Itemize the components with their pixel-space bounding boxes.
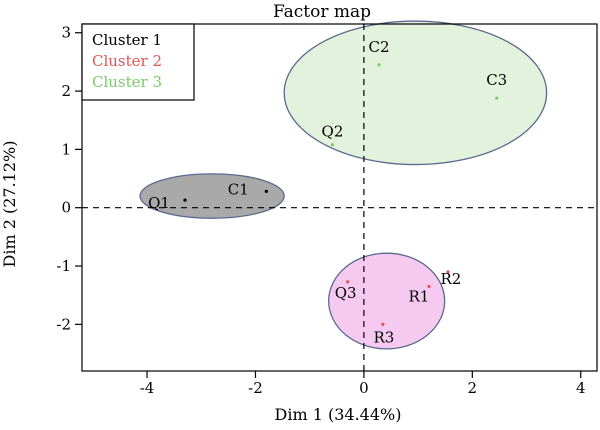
point-label-q2: Q2 — [322, 123, 344, 141]
legend-box — [81, 23, 195, 101]
point-label-r1: R1 — [409, 287, 430, 305]
point-c3 — [495, 96, 499, 100]
legend: Cluster 1 Cluster 2 Cluster 3 — [81, 23, 195, 101]
x-tick-label: -4 — [140, 379, 155, 397]
point-c1 — [264, 189, 268, 193]
y-tick-label: 1 — [61, 140, 71, 158]
cluster-ellipses — [139, 20, 548, 350]
point-label-q3: Q3 — [335, 284, 357, 302]
x-axis-label: Dim 1 (34.44%) — [275, 405, 402, 424]
point-r3 — [381, 322, 385, 326]
plot-frame — [81, 23, 598, 372]
y-tick-label: 3 — [61, 24, 71, 42]
y-tick-label: -2 — [56, 315, 71, 333]
y-tick-label: 2 — [61, 82, 71, 100]
point-label-c2: C2 — [369, 38, 390, 56]
y-tick-label: 0 — [61, 199, 71, 217]
point-q3 — [346, 280, 350, 284]
x-tick-label: 2 — [468, 379, 478, 397]
legend-entry-cluster-2: Cluster 2 — [92, 52, 162, 70]
x-tick-label: 0 — [359, 379, 369, 397]
point-label-r2: R2 — [440, 270, 461, 288]
chart-title: Factor map — [273, 2, 371, 22]
data-points: Q1 C1 C2 C3 Q2 Q3 R1 R2 R3 — [148, 38, 507, 347]
axis-ticks: -4 -2 0 2 4 -2 -1 0 1 2 3 — [56, 24, 585, 397]
y-axis-label: Dim 2 (27.12%) — [0, 141, 19, 268]
reference-lines — [82, 24, 597, 371]
point-q2 — [330, 143, 335, 147]
point-c2 — [377, 63, 381, 67]
point-r1 — [427, 284, 431, 289]
point-label-c3: C3 — [486, 71, 507, 89]
point-q1 — [183, 198, 187, 202]
x-tick-label: 4 — [576, 379, 586, 397]
point-label-q1: Q1 — [148, 194, 170, 212]
point-label-c1: C1 — [228, 180, 249, 198]
point-r2 — [446, 270, 450, 274]
legend-entry-cluster-3: Cluster 3 — [92, 73, 162, 91]
cluster-2-ellipse — [328, 252, 446, 350]
y-tick-label: -1 — [56, 257, 71, 275]
x-tick-label: -2 — [248, 379, 263, 397]
cluster-3-ellipse — [283, 20, 548, 166]
legend-entry-cluster-1: Cluster 1 — [92, 31, 162, 49]
point-label-r3: R3 — [373, 328, 394, 346]
